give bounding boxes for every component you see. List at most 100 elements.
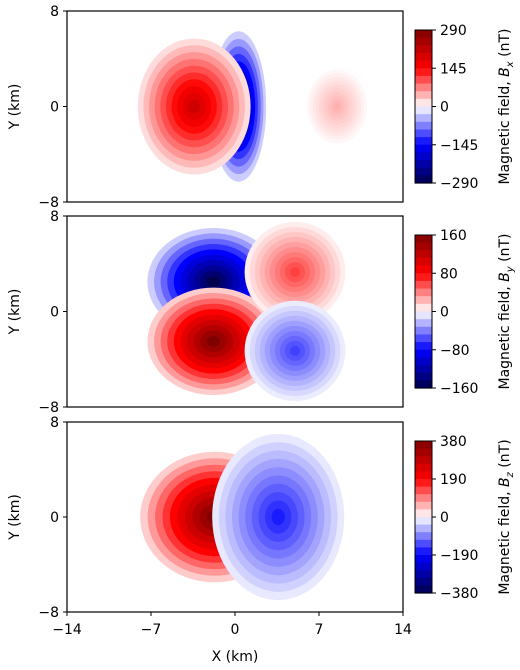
colorbar-segment	[415, 114, 432, 123]
colorbar-y: 160 80 0 −80 −160 Magnetic field, By (nT)	[414, 228, 516, 397]
colorbar-tick-label: −290	[440, 176, 478, 192]
colorbar-segment	[415, 98, 432, 108]
y-axis-label: Y (km)	[7, 84, 23, 131]
y-tick-label: 8	[50, 4, 59, 20]
colorbar-tick-label: 0	[440, 510, 449, 526]
colorbar-segment	[415, 532, 432, 541]
x-axis-label: X (km)	[212, 649, 259, 665]
y-tick-label: −8	[38, 605, 59, 621]
colorbar-segment	[415, 501, 432, 510]
colorbar-tick-label: −80	[440, 343, 470, 359]
colorbar-z: 380 190 0 −190 −380 Magnetic field, Bz (nT)	[414, 434, 516, 602]
colorbar-segment	[415, 280, 432, 290]
contour-level	[334, 102, 340, 111]
y-tick-label: 8	[50, 415, 59, 431]
x-tick-label: −7	[141, 622, 162, 638]
colorbar-segment	[415, 296, 432, 305]
colorbar-tick-label: 0	[440, 100, 449, 116]
colorbar-segment	[415, 68, 432, 77]
colorbar-segment	[415, 562, 432, 571]
colorbar-segment	[415, 357, 432, 366]
contour-level	[206, 276, 220, 288]
y-tick-label: −8	[38, 195, 59, 211]
contour-level	[188, 99, 200, 114]
colorbar-segment	[415, 160, 432, 169]
colorbar-segment	[415, 45, 432, 54]
y-tick-label: 0	[50, 100, 59, 116]
colorbar-segment	[415, 37, 432, 46]
colorbar-segment	[415, 585, 432, 594]
x-tick-label: 0	[231, 622, 240, 638]
colorbar-segment	[415, 152, 432, 161]
colorbar-segment	[415, 380, 432, 389]
y-axis-label: Y (km)	[7, 494, 23, 541]
colorbar-segment	[415, 555, 432, 564]
colorbar-segment	[415, 509, 432, 518]
contour-level	[289, 267, 301, 278]
colorbar-segment	[415, 137, 432, 146]
colorbar-tick-label: 0	[440, 305, 449, 321]
colorbar-segment	[415, 319, 432, 328]
colorbar-segment	[415, 288, 432, 297]
contour-level	[271, 508, 285, 526]
panel-z: 8 0 −8 Y (km) −14 −7 0 7 14 X (km) 380 190 0 −190 −380…	[7, 415, 516, 665]
y-tick-label: 0	[50, 510, 59, 526]
colorbar-segment	[415, 257, 432, 267]
colorbar-segment	[415, 265, 432, 274]
colorbar-tick-label: −160	[440, 381, 478, 397]
colorbar-segment	[415, 441, 432, 450]
colorbar-segment	[415, 83, 432, 92]
colorbar-segment	[415, 365, 432, 374]
contour-field	[140, 433, 345, 601]
panel-x: 8 0 −8 Y (km) 290 145 0 −145 −290 Magnetic field,…	[7, 4, 516, 211]
colorbar-segment	[415, 471, 432, 480]
colorbar-segment	[415, 175, 432, 184]
colorbar-segment	[415, 349, 432, 358]
colorbar-tick-label: 145	[440, 61, 467, 77]
colorbar-segment	[415, 326, 432, 336]
colorbar-tick-label: −145	[440, 138, 478, 154]
colorbar-tick-label: 290	[440, 23, 467, 39]
colorbar-segment	[415, 342, 432, 351]
y-tick-label: 8	[50, 209, 59, 225]
colorbar-segment	[415, 144, 432, 153]
colorbar-segment	[415, 121, 432, 131]
colorbar-segment	[415, 517, 432, 526]
colorbar-segment	[415, 303, 432, 313]
x-tick-label: 14	[394, 622, 412, 638]
colorbar-segment	[415, 547, 432, 556]
colorbar-segment	[415, 456, 432, 465]
colorbar-segment	[415, 167, 432, 176]
colorbar-label: Magnetic field, By (nT)	[497, 233, 516, 389]
colorbar-segment	[415, 524, 432, 533]
colorbar-segment	[415, 75, 432, 85]
x-tick-label: −14	[52, 622, 82, 638]
x-tick-label: 7	[315, 622, 324, 638]
y-tick-label: −8	[38, 400, 59, 416]
contour-field	[137, 31, 367, 182]
contour-field	[147, 221, 346, 402]
colorbar-x: 290 145 0 −145 −290 Magnetic field, Bx (nT)	[414, 23, 516, 192]
colorbar-segment	[415, 311, 432, 320]
colorbar-segment	[415, 250, 432, 259]
contour-level	[289, 345, 301, 356]
colorbar-segment	[415, 242, 432, 251]
contour-level	[206, 335, 220, 347]
y-tick-label: 0	[50, 305, 59, 321]
colorbar-segment	[415, 486, 432, 495]
colorbar-tick-label: 380	[440, 434, 467, 450]
colorbar-segment	[415, 129, 432, 138]
colorbar-segment	[415, 334, 432, 343]
colorbar-tick-label: 160	[440, 228, 467, 244]
colorbar-label: Magnetic field, Bz (nT)	[497, 439, 516, 594]
colorbar-tick-label: 190	[440, 472, 467, 488]
colorbar-segment	[415, 91, 432, 100]
colorbar-segment	[415, 106, 432, 115]
colorbar-segment	[415, 52, 432, 62]
colorbar-segment	[415, 494, 432, 503]
colorbar-segment	[415, 539, 432, 548]
colorbar-segment	[415, 577, 432, 586]
colorbar-tick-label: −190	[440, 548, 478, 564]
